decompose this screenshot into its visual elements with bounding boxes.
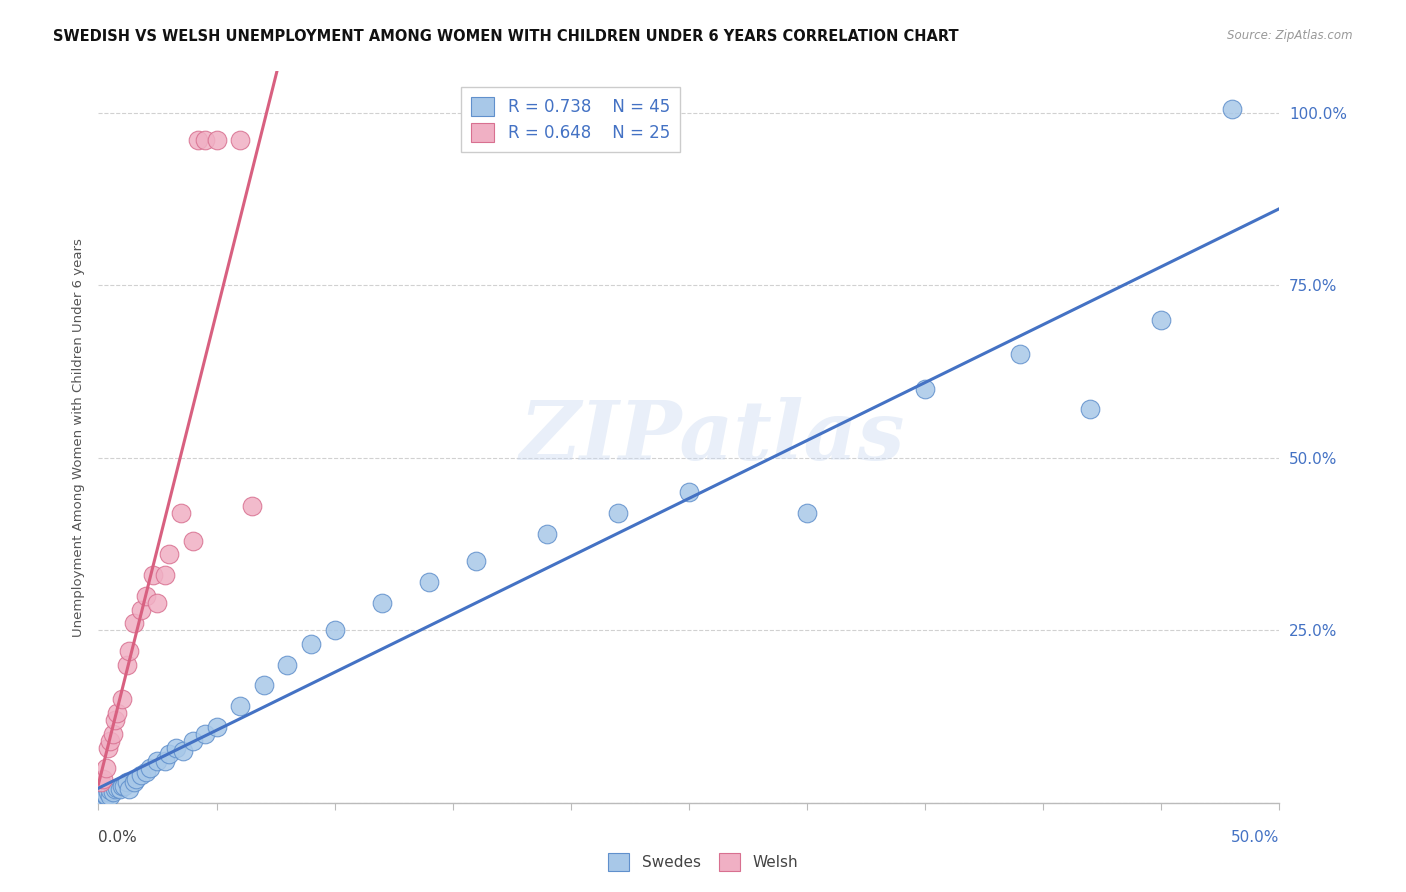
Point (135, 589, 157, 603)
Text: Source: ZipAtlas.com: Source: ZipAtlas.com (1227, 29, 1353, 42)
Point (1150, 312, 1173, 326)
Point (118, 782, 141, 797)
Point (181, 533, 204, 548)
Point (607, 506, 630, 520)
Point (165, 740, 187, 755)
Point (115, 657, 138, 672)
Text: 0.0%: 0.0% (98, 830, 138, 846)
Point (111, 692, 134, 706)
Point (129, 768, 152, 782)
Point (118, 644, 141, 658)
Point (678, 485, 700, 500)
Point (157, 747, 180, 762)
Point (90, 792, 112, 806)
Point (112, 779, 135, 793)
Point (94, 788, 117, 802)
Point (157, 548, 180, 562)
Point (98, 789, 121, 803)
Point (170, 506, 193, 520)
Point (299, 637, 322, 651)
Point (98, 783, 121, 797)
Point (139, 761, 162, 775)
Point (796, 506, 818, 520)
Point (111, 779, 134, 793)
Point (108, 782, 131, 797)
Point (172, 744, 194, 758)
Point (229, 699, 252, 714)
Point (146, 755, 169, 769)
Point (105, 706, 128, 720)
Point (122, 775, 145, 789)
Point (122, 616, 145, 631)
Point (94, 789, 117, 803)
Y-axis label: Unemployment Among Women with Children Under 6 years: Unemployment Among Women with Children U… (72, 237, 84, 637)
Point (135, 764, 157, 779)
Point (323, 624, 346, 638)
Point (371, 596, 394, 610)
Point (194, 133, 217, 147)
Point (276, 657, 298, 672)
Point (153, 755, 176, 769)
Point (101, 785, 124, 799)
Point (205, 133, 228, 147)
Point (105, 780, 128, 795)
Text: ZIPatlas: ZIPatlas (520, 397, 905, 477)
Point (91, 772, 114, 786)
Point (1080, 402, 1102, 417)
Point (129, 602, 152, 616)
Point (1008, 347, 1031, 361)
Point (98, 733, 121, 747)
Point (94, 761, 117, 775)
Point (194, 727, 217, 741)
Point (253, 678, 276, 692)
Point (153, 568, 176, 582)
Point (97, 740, 120, 755)
Point (1220, 103, 1243, 117)
Point (187, 133, 209, 147)
Point (418, 574, 440, 589)
Legend: R = 0.738    N = 45, R = 0.648    N = 25: R = 0.738 N = 45, R = 0.648 N = 25 (461, 87, 681, 153)
Legend: Swedes, Welsh: Swedes, Welsh (602, 847, 804, 877)
Point (205, 720, 228, 734)
Point (536, 526, 558, 541)
Point (125, 772, 148, 786)
Point (104, 782, 127, 797)
Point (465, 554, 488, 568)
Point (142, 568, 165, 582)
Point (181, 733, 204, 747)
Point (91, 790, 114, 805)
Point (115, 775, 138, 789)
Point (229, 133, 252, 147)
Point (90, 775, 112, 789)
Point (240, 499, 263, 513)
Point (914, 382, 936, 396)
Point (101, 727, 124, 741)
Point (97, 785, 120, 799)
Text: 50.0%: 50.0% (1232, 830, 1279, 846)
Point (104, 713, 127, 727)
Text: SWEDISH VS WELSH UNEMPLOYMENT AMONG WOMEN WITH CHILDREN UNDER 6 YEARS CORRELATIO: SWEDISH VS WELSH UNEMPLOYMENT AMONG WOME… (53, 29, 959, 44)
Point (146, 596, 169, 610)
